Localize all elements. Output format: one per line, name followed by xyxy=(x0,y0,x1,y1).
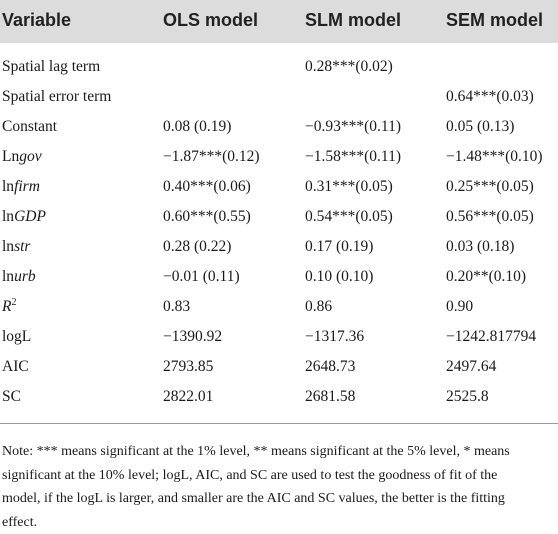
row-label: Spatial lag term xyxy=(2,52,100,82)
note-line: Note: *** means significant at the 1% le… xyxy=(2,440,554,464)
slm-value: −0.93***(0.11) xyxy=(305,112,401,142)
slm-value: −1.58***(0.11) xyxy=(305,142,401,172)
table-row: Spatial lag term 0.28***(0.02) xyxy=(0,52,558,82)
table-row: AIC 2793.85 2648.73 2497.64 xyxy=(0,352,558,382)
sem-value: 2525.8 xyxy=(446,382,489,412)
row-label: lnstr xyxy=(2,232,30,262)
table-row: SC 2822.01 2681.58 2525.8 xyxy=(0,382,558,412)
row-label: Spatial error term xyxy=(2,82,111,112)
ols-value: 0.83 xyxy=(163,292,190,322)
slm-value: 0.17 (0.19) xyxy=(305,232,373,262)
label-italic: urb xyxy=(14,268,36,285)
row-label: lnurb xyxy=(2,262,36,292)
slm-value: 0.28***(0.02) xyxy=(305,52,393,82)
header-sem-model: SEM model xyxy=(446,0,543,43)
table-row: lnurb −0.01 (0.11) 0.10 (0.10) 0.20**(0.… xyxy=(0,262,558,292)
header-variable: Variable xyxy=(2,0,71,43)
table-row: lnGDP 0.60***(0.55) 0.54***(0.05) 0.56**… xyxy=(0,202,558,232)
note-line: significant at the 10% level; logL, AIC,… xyxy=(2,464,554,488)
label-italic: str xyxy=(14,238,30,255)
sem-value: 0.64***(0.03) xyxy=(446,82,534,112)
header-ols-model: OLS model xyxy=(163,0,258,43)
ols-value: 2793.85 xyxy=(163,352,213,382)
row-label: Lngov xyxy=(2,142,42,172)
ols-value: 0.08 (0.19) xyxy=(163,112,231,142)
slm-value: 0.86 xyxy=(305,292,332,322)
row-label: lnGDP xyxy=(2,202,46,232)
table-row: lnstr 0.28 (0.22) 0.17 (0.19) 0.03 (0.18… xyxy=(0,232,558,262)
ols-value: 2822.01 xyxy=(163,382,213,412)
table-row: Constant 0.08 (0.19) −0.93***(0.11) 0.05… xyxy=(0,112,558,142)
sem-value: 2497.64 xyxy=(446,352,496,382)
row-label: SC xyxy=(2,382,21,412)
label-prefix: ln xyxy=(2,238,14,255)
label-prefix: Ln xyxy=(2,148,19,165)
ols-value: 0.60***(0.55) xyxy=(163,202,251,232)
label-prefix: ln xyxy=(2,178,14,195)
table-row: Spatial error term 0.64***(0.03) xyxy=(0,82,558,112)
label-superscript: 2 xyxy=(11,297,16,308)
row-label: AIC xyxy=(2,352,29,382)
sem-value: −1242.817794 xyxy=(446,322,536,352)
slm-value: −1317.36 xyxy=(305,322,364,352)
row-label: R2 xyxy=(2,292,16,322)
sem-value: 0.56***(0.05) xyxy=(446,202,534,232)
ols-value: −1390.92 xyxy=(163,322,222,352)
label-italic: gov xyxy=(19,148,41,165)
ols-value: −0.01 (0.11) xyxy=(163,262,240,292)
row-label: lnfirm xyxy=(2,172,40,202)
label-italic: GDP xyxy=(14,208,46,225)
note-line: effect. xyxy=(2,511,554,534)
note-line: model, if the logL is larger, and smalle… xyxy=(2,487,554,511)
row-label: logL xyxy=(2,322,31,352)
row-label: Constant xyxy=(2,112,57,142)
slm-value: 0.10 (0.10) xyxy=(305,262,373,292)
label-prefix: ln xyxy=(2,268,14,285)
slm-value: 0.31***(0.05) xyxy=(305,172,393,202)
ols-value: 0.40***(0.06) xyxy=(163,172,251,202)
sem-value: 0.25***(0.05) xyxy=(446,172,534,202)
label-italic: firm xyxy=(14,178,40,195)
ols-value: 0.28 (0.22) xyxy=(163,232,231,262)
sem-value: −1.48***(0.10) xyxy=(446,142,543,172)
header-slm-model: SLM model xyxy=(305,0,401,43)
table-header: Variable OLS model SLM model SEM model xyxy=(0,0,558,43)
slm-value: 0.54***(0.05) xyxy=(305,202,393,232)
sem-value: 0.90 xyxy=(446,292,473,322)
sem-value: 0.03 (0.18) xyxy=(446,232,514,262)
table-row: R2 0.83 0.86 0.90 xyxy=(0,292,558,322)
slm-value: 2648.73 xyxy=(305,352,355,382)
ols-value: −1.87***(0.12) xyxy=(163,142,260,172)
table-row: Lngov −1.87***(0.12) −1.58***(0.11) −1.4… xyxy=(0,142,558,172)
slm-value: 2681.58 xyxy=(305,382,355,412)
table-note: Note: *** means significant at the 1% le… xyxy=(2,440,554,534)
sem-value: 0.05 (0.13) xyxy=(446,112,514,142)
table-row: logL −1390.92 −1317.36 −1242.817794 xyxy=(0,322,558,352)
label-prefix: ln xyxy=(2,208,14,225)
sem-value: 0.20**(0.10) xyxy=(446,262,526,292)
table-bottom-rule xyxy=(0,423,558,424)
table-row: lnfirm 0.40***(0.06) 0.31***(0.05) 0.25*… xyxy=(0,172,558,202)
